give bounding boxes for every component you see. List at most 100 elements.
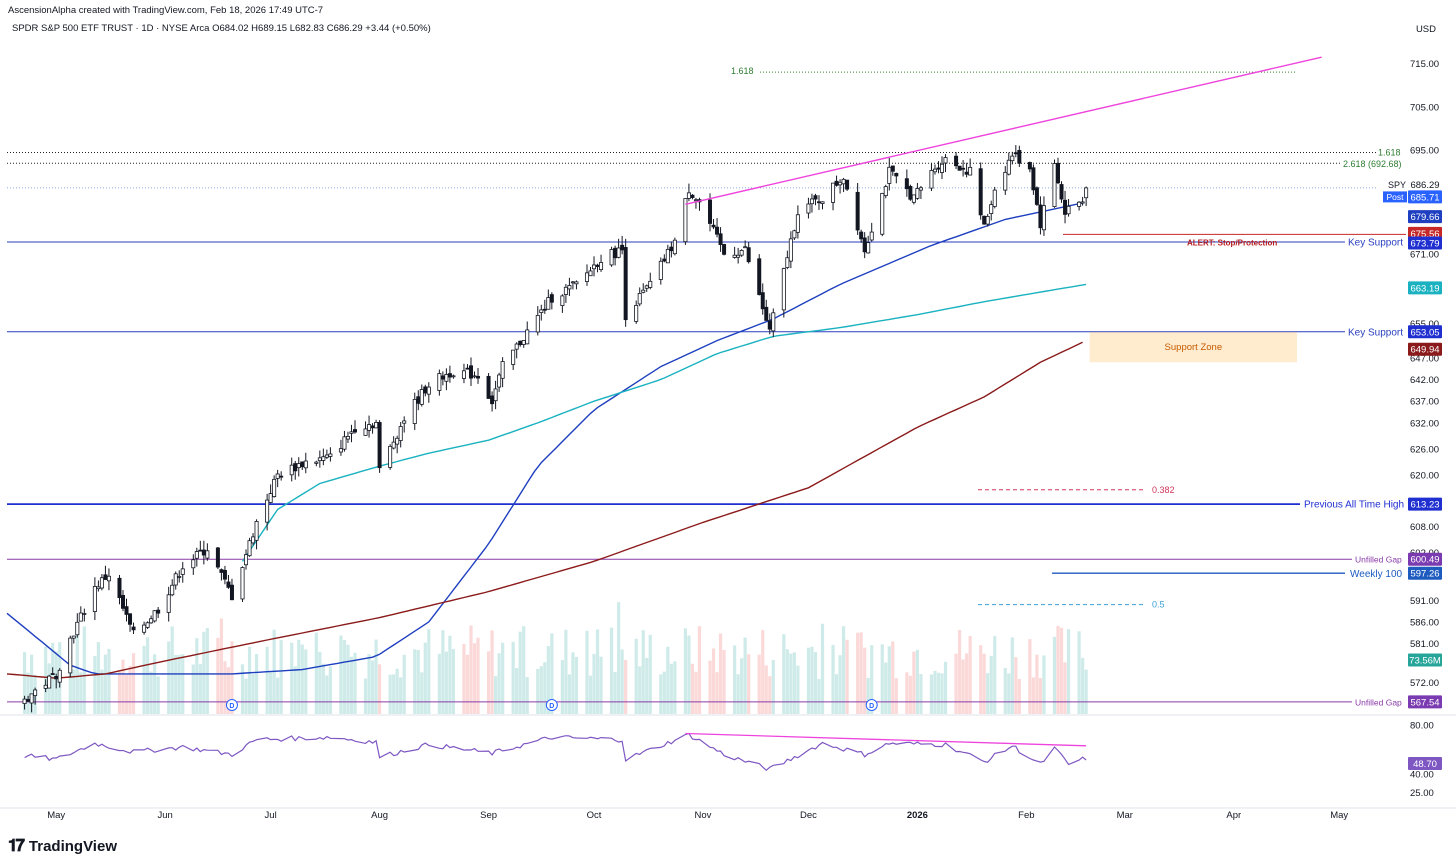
volume-bar <box>525 677 529 714</box>
volume-bar <box>588 675 593 714</box>
volume-bar <box>230 641 234 714</box>
volume-bar <box>574 656 579 714</box>
volume-bar <box>223 661 227 714</box>
candle-body <box>222 569 227 580</box>
volume-bar <box>986 673 990 714</box>
candle-body <box>96 586 101 590</box>
volume-bar <box>845 639 849 714</box>
volume-bar <box>1035 654 1039 714</box>
volume-bar <box>560 660 564 714</box>
candle-body <box>296 463 301 469</box>
volume-bar <box>423 642 427 714</box>
candle-body <box>1034 187 1039 205</box>
fib-level-label: 1.618 <box>731 66 754 76</box>
volume-bar <box>613 672 617 714</box>
volume-bar <box>293 666 297 714</box>
volume-bar <box>761 630 765 714</box>
candle-body <box>644 285 649 289</box>
volume-bar <box>191 664 195 714</box>
volume-bar <box>402 654 406 714</box>
candle-body <box>746 247 751 263</box>
candle-body <box>518 340 523 346</box>
volume-bar <box>349 656 354 714</box>
rsi-tick-label: 25.00 <box>1410 788 1434 799</box>
volume-bar <box>1056 625 1060 714</box>
candle-body <box>616 247 621 258</box>
volume-bar <box>1077 631 1081 714</box>
candle-body <box>539 309 544 313</box>
volume-bar <box>965 653 969 714</box>
candle-body <box>599 262 604 271</box>
candle-body <box>1010 155 1015 162</box>
candle-body <box>345 436 350 440</box>
candle-body <box>1006 159 1011 175</box>
candle-body <box>767 320 772 330</box>
alert-badge: 675.56 <box>1410 229 1439 240</box>
candle-body <box>321 456 326 461</box>
candle-body <box>128 613 133 625</box>
volume-bar <box>198 664 202 714</box>
weekly-100-badge: 597.26 <box>1410 569 1439 580</box>
candle-body <box>795 214 800 233</box>
candle-body <box>954 155 959 167</box>
volume-bar <box>146 637 150 714</box>
candle-body <box>166 594 171 613</box>
candle-body <box>201 549 206 556</box>
level-badge: 567.54 <box>1410 697 1439 708</box>
volume-bar <box>690 663 695 714</box>
candle-body <box>1031 167 1036 191</box>
volume-bar <box>22 652 27 714</box>
volume-bar <box>957 630 962 714</box>
candle-body <box>120 595 125 609</box>
candle-body <box>349 431 354 434</box>
candle-body <box>637 293 642 305</box>
candle-body <box>929 170 934 189</box>
candle-body <box>521 340 526 345</box>
volume-bar <box>395 668 399 714</box>
candle-body <box>890 165 895 172</box>
candle-body <box>718 233 723 245</box>
volume-bar <box>711 648 716 714</box>
dividend-marker <box>225 699 238 711</box>
price-tick-label: 647.00 <box>1410 353 1439 364</box>
candle-body <box>620 244 625 251</box>
candle-body <box>173 573 178 586</box>
candle-body <box>511 349 516 365</box>
volume-bar <box>782 634 786 714</box>
x-tick-label: May <box>1330 810 1348 821</box>
volume-bar <box>634 638 638 714</box>
volume-bar <box>100 669 104 714</box>
x-tick-label: Aug <box>371 810 388 821</box>
candles <box>22 145 1089 713</box>
rsi-value-badge-bg <box>1408 756 1442 770</box>
volume-bar <box>117 670 122 714</box>
price-tick-label: 705.00 <box>1410 102 1439 113</box>
volume-bar <box>328 666 332 714</box>
level-badge: 613.23 <box>1410 500 1439 511</box>
candle-body <box>437 373 442 391</box>
candle-body <box>736 254 741 258</box>
volume-bar <box>961 659 965 714</box>
candle-body <box>595 264 600 267</box>
volume-bar <box>72 669 76 714</box>
candle-body <box>419 389 424 405</box>
candle-body <box>904 178 909 190</box>
volume-bar <box>121 659 125 714</box>
price-tick-label: 671.00 <box>1410 250 1439 261</box>
level-badge-bg <box>1408 236 1442 250</box>
candle-body <box>99 577 104 589</box>
volume-bar <box>290 642 294 714</box>
volume-bar <box>884 662 888 714</box>
volume-bar <box>982 653 986 714</box>
volume-bar <box>26 672 30 714</box>
candle-body <box>525 329 530 345</box>
volume-bar <box>683 628 688 714</box>
candle-body <box>71 635 76 639</box>
volume-bar <box>297 639 301 714</box>
tradingview-logo: 𝟏𝟕 TradingView <box>8 836 117 856</box>
candle-body <box>1013 152 1018 155</box>
candle-body <box>542 308 547 311</box>
candle-body <box>152 610 157 622</box>
candle-body <box>444 374 449 382</box>
